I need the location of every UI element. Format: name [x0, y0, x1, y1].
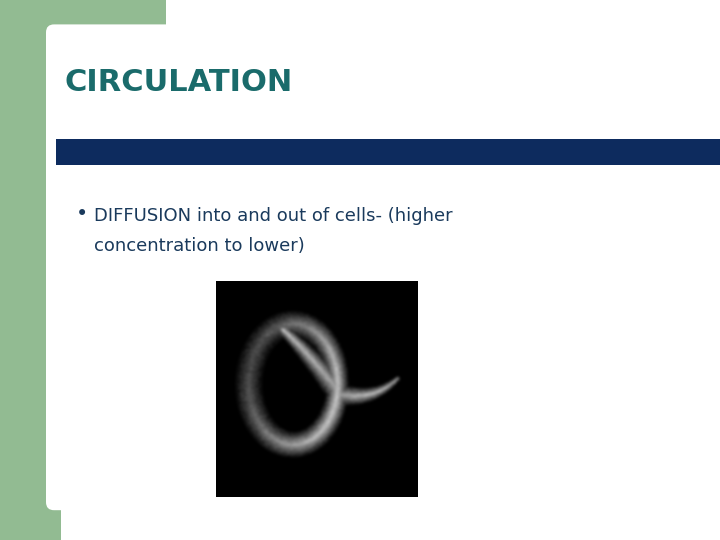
Bar [0, 0, 166, 124]
FancyBboxPatch shape [46, 24, 717, 510]
Text: concentration to lower): concentration to lower) [94, 237, 305, 255]
Bar [0, 0, 61, 540]
Text: •: • [76, 204, 88, 224]
Bar [216, 281, 418, 497]
Text: DIFFUSION into and out of cells- (higher: DIFFUSION into and out of cells- (higher [94, 207, 452, 225]
Text: CIRCULATION: CIRCULATION [65, 68, 293, 97]
Bar [56, 139, 720, 165]
